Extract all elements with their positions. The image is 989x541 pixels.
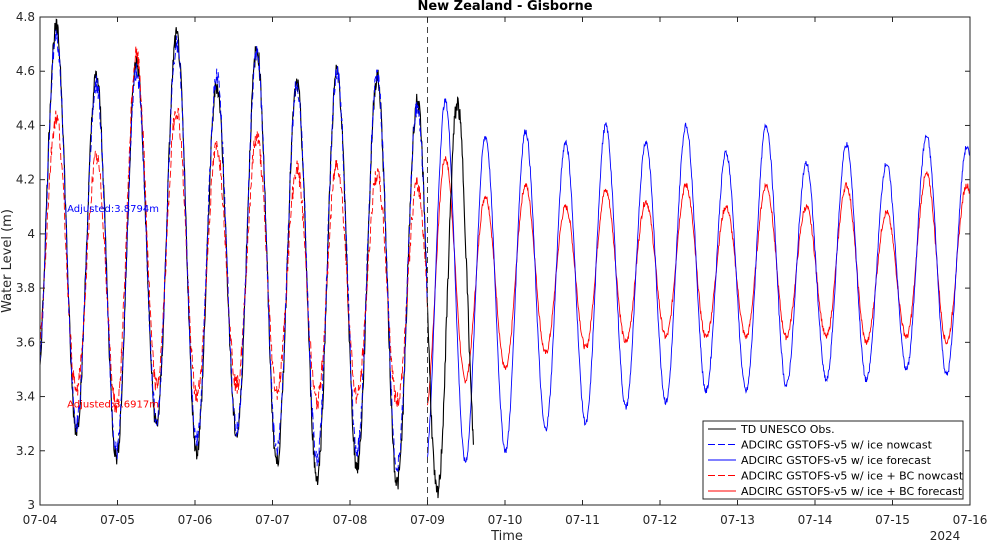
x-tick-label: 07-12 bbox=[643, 513, 678, 527]
y-tick-label: 3.4 bbox=[16, 390, 35, 404]
legend-label: ADCIRC GSTOFS-v5 w/ ice forecast bbox=[741, 454, 932, 467]
x-tick-label: 07-08 bbox=[333, 513, 368, 527]
legend: TD UNESCO Obs. ADCIRC GSTOFS-v5 w/ ice no… bbox=[702, 420, 964, 500]
legend-items: TD UNESCO Obs. ADCIRC GSTOFS-v5 w/ ice no… bbox=[708, 423, 964, 498]
x-year-label: 2024 bbox=[930, 529, 961, 541]
chart-title: New Zealand - Gisborne bbox=[417, 0, 592, 14]
y-tick-label: 3 bbox=[27, 498, 35, 512]
series-line bbox=[39, 46, 428, 415]
y-tick-label: 4 bbox=[27, 227, 35, 241]
y-axis-title: Water Level (m) bbox=[0, 209, 15, 313]
x-tick-label: 07-14 bbox=[798, 513, 833, 527]
series-line bbox=[39, 29, 428, 473]
y-tick-label: 4.4 bbox=[16, 118, 35, 132]
y-tick-label: 4.2 bbox=[16, 173, 35, 187]
x-tick-label: 07-05 bbox=[100, 513, 135, 527]
x-tick-label: 07-07 bbox=[255, 513, 290, 527]
legend-box bbox=[702, 420, 964, 500]
x-tick-label: 07-04 bbox=[23, 513, 58, 527]
x-tick-label: 07-09 bbox=[410, 513, 445, 527]
y-tick-label: 3.8 bbox=[16, 281, 35, 295]
y-tick-label: 4.6 bbox=[16, 64, 35, 78]
x-tick-label: 07-06 bbox=[178, 513, 213, 527]
y-tick-label: 3.2 bbox=[16, 444, 35, 458]
series-layer bbox=[39, 18, 971, 499]
x-tick-label: 07-10 bbox=[488, 513, 523, 527]
x-tick-label: 07-11 bbox=[565, 513, 600, 527]
x-axis-title: Time bbox=[490, 529, 523, 541]
adjusted-annotation: Adjusted:3.8794m bbox=[67, 204, 159, 215]
x-tick-label: 07-16 bbox=[953, 513, 988, 527]
annotations-layer: Adjusted:3.8794m Adjusted:3.6917m bbox=[67, 204, 159, 410]
ticks-layer: 07-04 07-05 07-06 07-07 07-08 07-09 07-10 07-11… bbox=[16, 10, 988, 527]
adjusted-annotation: Adjusted:3.6917m bbox=[67, 399, 159, 410]
y-tick-label: 3.6 bbox=[16, 335, 35, 349]
y-tick-label: 4.8 bbox=[16, 10, 35, 24]
legend-label: ADCIRC GSTOFS-v5 w/ ice + BC nowcast bbox=[741, 470, 964, 483]
x-tick-label: 07-15 bbox=[875, 513, 910, 527]
x-tick-label: 07-13 bbox=[720, 513, 755, 527]
legend-label: ADCIRC GSTOFS-v5 w/ ice + BC forecast bbox=[741, 485, 963, 498]
legend-label: ADCIRC GSTOFS-v5 w/ ice nowcast bbox=[741, 439, 933, 452]
legend-label: TD UNESCO Obs. bbox=[740, 423, 835, 436]
series-line bbox=[427, 98, 971, 463]
